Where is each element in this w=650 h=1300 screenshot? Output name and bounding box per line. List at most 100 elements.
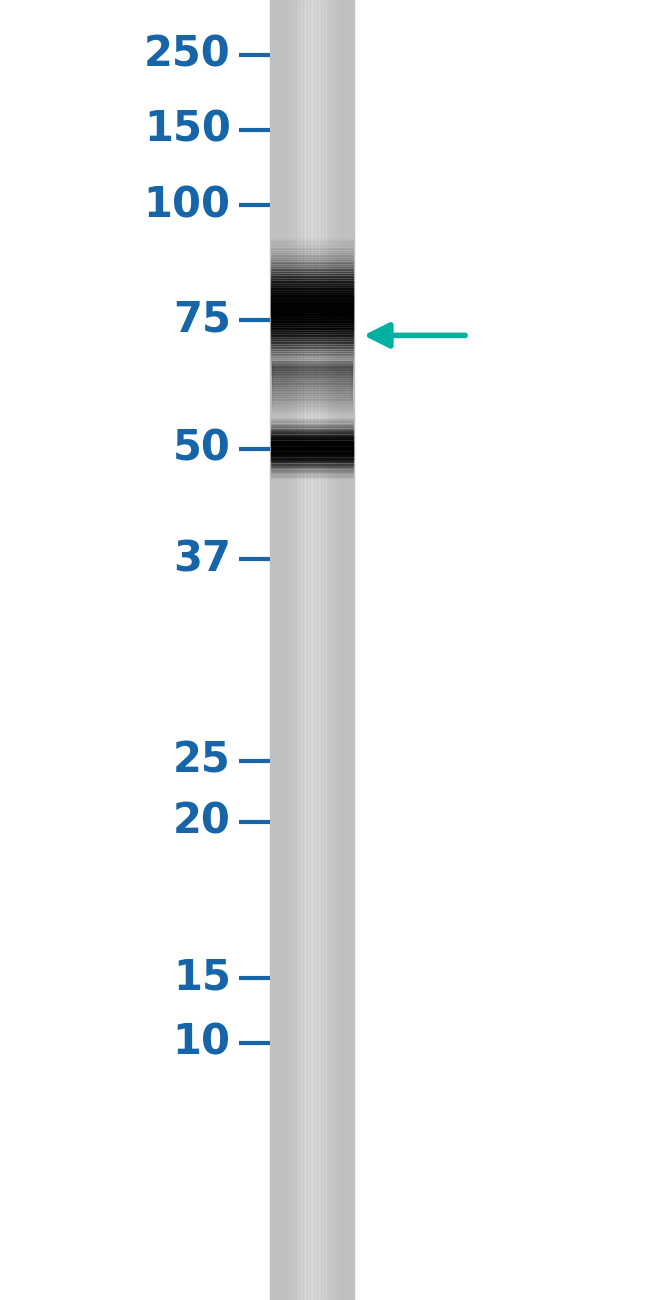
- Bar: [272, 400, 352, 406]
- Bar: [271, 369, 353, 370]
- Bar: [271, 286, 353, 287]
- Bar: [337, 0, 339, 1300]
- Bar: [298, 0, 299, 1300]
- Bar: [344, 0, 346, 1300]
- Bar: [322, 0, 323, 1300]
- Bar: [284, 0, 285, 1300]
- Bar: [271, 285, 353, 286]
- Bar: [288, 0, 289, 1300]
- Bar: [352, 0, 353, 1300]
- Bar: [272, 404, 352, 410]
- Bar: [271, 0, 272, 1300]
- Bar: [271, 248, 353, 250]
- Text: 150: 150: [144, 109, 231, 151]
- Bar: [340, 0, 342, 1300]
- Bar: [271, 344, 353, 347]
- Bar: [271, 281, 353, 282]
- Bar: [343, 0, 344, 1300]
- Bar: [271, 300, 353, 302]
- Bar: [272, 368, 352, 373]
- Bar: [271, 322, 353, 324]
- Bar: [271, 264, 353, 265]
- Bar: [271, 272, 353, 274]
- Bar: [311, 0, 312, 1300]
- Bar: [318, 0, 319, 1300]
- Bar: [315, 0, 316, 1300]
- Bar: [271, 364, 353, 365]
- Bar: [272, 410, 352, 415]
- Bar: [301, 0, 302, 1300]
- Bar: [348, 0, 350, 1300]
- Bar: [346, 0, 347, 1300]
- Bar: [271, 243, 353, 244]
- Bar: [323, 0, 324, 1300]
- Bar: [271, 277, 353, 280]
- Bar: [271, 368, 353, 369]
- Bar: [271, 376, 353, 378]
- Bar: [339, 0, 340, 1300]
- Bar: [271, 350, 353, 352]
- Bar: [274, 0, 276, 1300]
- Bar: [281, 0, 282, 1300]
- Bar: [271, 355, 353, 358]
- Bar: [271, 250, 353, 251]
- Bar: [272, 399, 352, 404]
- Bar: [304, 0, 305, 1300]
- Bar: [272, 406, 352, 411]
- Bar: [271, 363, 353, 364]
- Bar: [271, 302, 353, 303]
- Bar: [291, 0, 292, 1300]
- Bar: [271, 316, 353, 317]
- Bar: [272, 386, 352, 391]
- Bar: [272, 370, 352, 376]
- Bar: [271, 256, 353, 259]
- Bar: [272, 387, 352, 393]
- Bar: [319, 0, 320, 1300]
- Bar: [271, 333, 353, 334]
- Bar: [272, 376, 352, 381]
- Bar: [271, 266, 353, 269]
- Bar: [272, 402, 352, 407]
- Bar: [271, 317, 353, 318]
- Text: 250: 250: [144, 34, 231, 75]
- Bar: [271, 370, 353, 373]
- Bar: [271, 306, 353, 307]
- Bar: [271, 354, 353, 355]
- Bar: [272, 413, 352, 419]
- Text: 10: 10: [173, 1022, 231, 1063]
- Bar: [271, 318, 353, 321]
- Bar: [350, 0, 352, 1300]
- Bar: [271, 332, 353, 333]
- Bar: [272, 385, 352, 390]
- Bar: [271, 251, 353, 254]
- Text: 75: 75: [173, 299, 231, 341]
- Bar: [347, 0, 348, 1300]
- Bar: [306, 0, 308, 1300]
- Bar: [272, 396, 352, 402]
- Bar: [271, 352, 353, 354]
- Bar: [271, 259, 353, 260]
- Bar: [271, 295, 353, 296]
- Bar: [272, 391, 352, 396]
- Bar: [333, 0, 335, 1300]
- Bar: [272, 361, 352, 367]
- Bar: [325, 0, 326, 1300]
- Bar: [271, 255, 353, 256]
- Text: 100: 100: [144, 185, 231, 226]
- Bar: [271, 311, 353, 312]
- Bar: [309, 0, 311, 1300]
- Bar: [312, 0, 313, 1300]
- Bar: [271, 329, 353, 332]
- Bar: [317, 0, 318, 1300]
- Bar: [330, 0, 332, 1300]
- Bar: [271, 274, 353, 276]
- Bar: [271, 334, 353, 337]
- Bar: [272, 365, 352, 370]
- Bar: [271, 239, 353, 240]
- Bar: [271, 328, 353, 329]
- Bar: [272, 374, 352, 380]
- Bar: [271, 265, 353, 266]
- Bar: [271, 339, 353, 342]
- Bar: [295, 0, 296, 1300]
- Bar: [271, 282, 353, 285]
